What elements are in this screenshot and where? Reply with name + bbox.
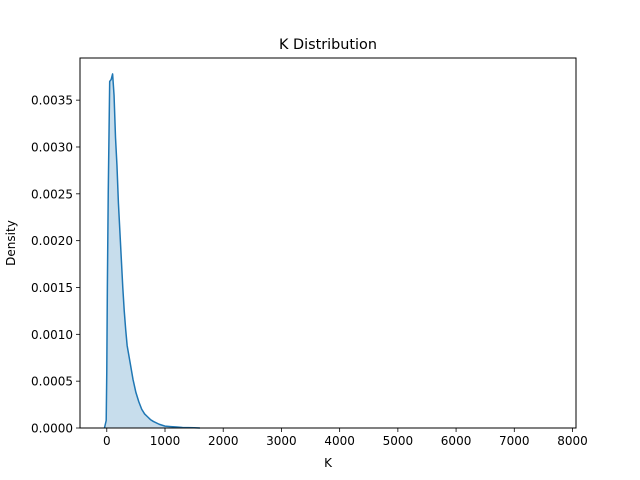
y-tick-label: 0.0020 (31, 234, 73, 248)
x-tick-label: 0 (103, 434, 111, 448)
y-tick-label: 0.0030 (31, 140, 73, 154)
y-tick-label: 0.0015 (31, 281, 73, 295)
x-tick-label: 8000 (557, 434, 588, 448)
x-tick-label: 3000 (266, 434, 297, 448)
plot-area (103, 73, 200, 429)
x-tick-label: 7000 (499, 434, 530, 448)
x-tick-label: 5000 (383, 434, 414, 448)
x-tick-label: 4000 (324, 434, 355, 448)
y-tick-label: 0.0005 (31, 375, 73, 389)
y-tick-label: 0.0010 (31, 328, 73, 342)
x-tick-label: 2000 (208, 434, 239, 448)
x-axis-ticks: 0 1000 2000 3000 4000 5000 6000 7000 8000 (103, 428, 588, 448)
chart-title: K Distribution (279, 37, 377, 53)
x-tick-label: 6000 (441, 434, 472, 448)
x-tick-label: 1000 (150, 434, 181, 448)
y-tick-label: 0.0025 (31, 187, 73, 201)
y-axis-label: Density (4, 220, 18, 266)
y-tick-label: 0.0000 (31, 422, 73, 436)
density-curve-line (103, 73, 200, 429)
x-axis-label: K (324, 456, 333, 470)
axes-frame (79, 57, 577, 429)
y-tick-label: 0.0035 (31, 94, 73, 108)
y-axis-ticks: 0.0000 0.0005 0.0010 0.0015 0.0020 0.0025 0.00… (31, 94, 80, 436)
